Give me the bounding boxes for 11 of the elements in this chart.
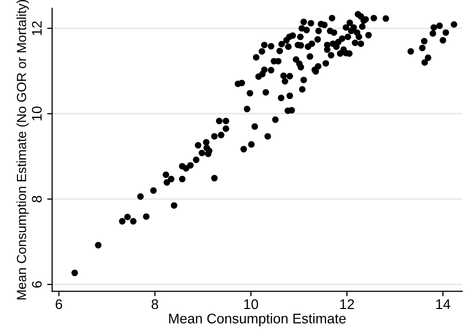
y-tick-label: 10	[32, 106, 42, 120]
y-axis-title: Mean Consumption Estimate (No GOR or Mortality)	[16, 0, 29, 300]
y-tick-label: 6	[32, 281, 42, 288]
x-tick-label: 8	[152, 299, 158, 310]
x-tick-label: 10	[244, 299, 258, 310]
y-tick-label: 12	[32, 21, 42, 35]
x-tick-label: 14	[436, 299, 450, 309]
x-axis-title: Mean Consumption Estimate	[169, 313, 346, 326]
x-tick-label: 6	[56, 299, 62, 310]
y-tick-label: 8	[32, 196, 42, 202]
x-tick-label: 12	[340, 299, 354, 309]
